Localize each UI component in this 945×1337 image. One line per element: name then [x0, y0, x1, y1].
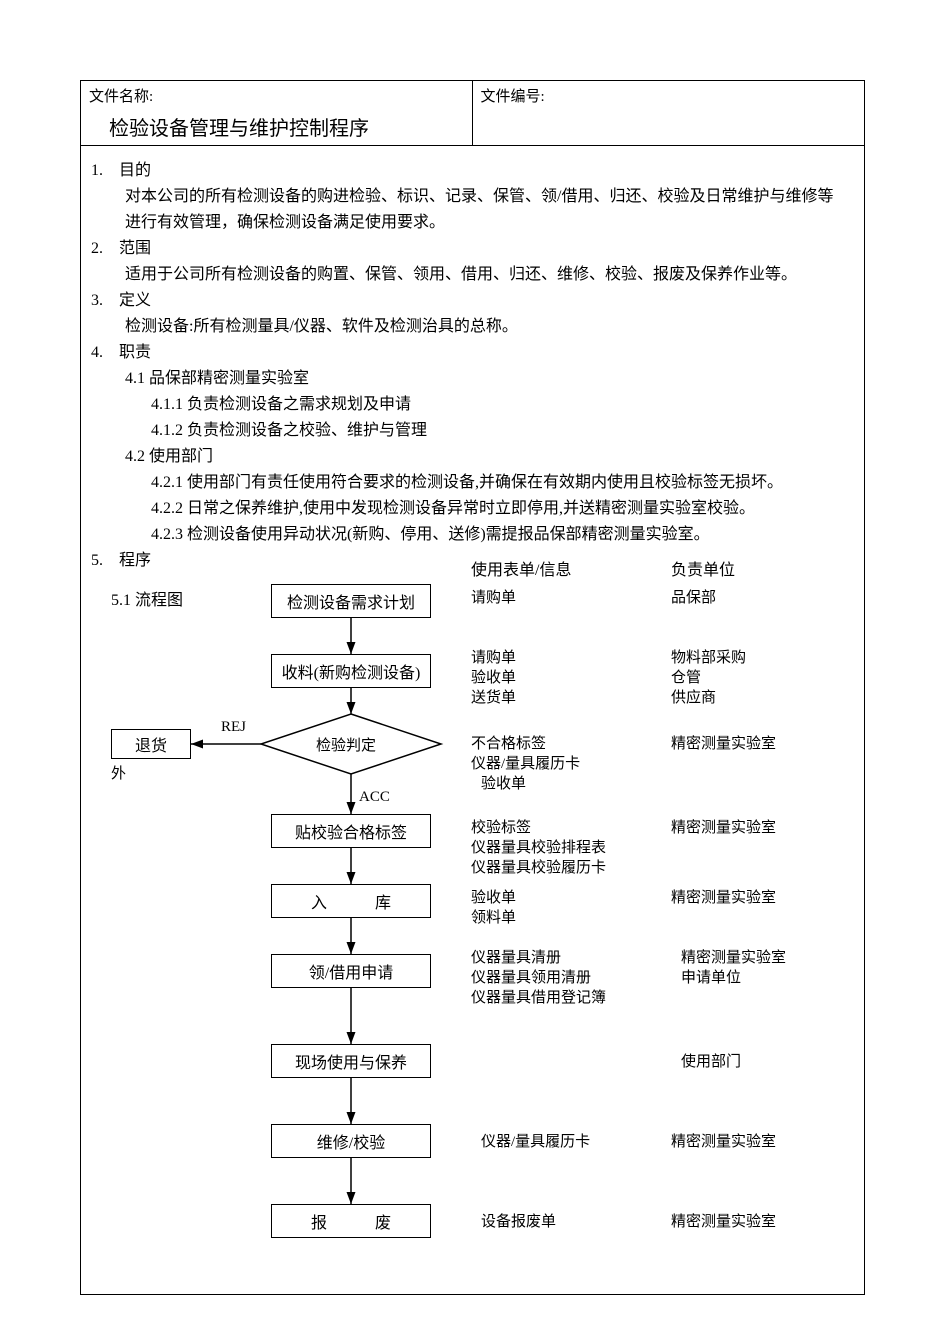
sec411-text: 负责检测设备之需求规划及申请 [187, 396, 411, 413]
r6a-unit: 精密测量实验室 [681, 948, 786, 968]
sec42-text: 使用部门 [149, 448, 213, 465]
sec42: 4.2 使用部门 [125, 442, 854, 466]
sec411-num: 4.1.1 [151, 396, 183, 413]
sec1-p1: 对本公司的所有检测设备的购进检验、标识、记录、保管、领/借用、归还、校验及日常维… [125, 182, 854, 206]
r4c-forms: 仪器量具校验履历卡 [471, 858, 606, 878]
sec422-num: 4.2.2 [151, 500, 183, 517]
r3b-forms: 仪器/量具履历卡 [471, 754, 580, 774]
sec422: 4.2.2 日常之保养维护,使用中发现检测设备异常时立即停用,并送精密测量实验室… [151, 494, 854, 518]
header-name-cell: 文件名称: 检验设备管理与维护控制程序 [81, 81, 473, 145]
flow-rej-label: REJ [221, 719, 246, 736]
sec1-title: 目的 [119, 162, 151, 179]
flowchart: 5.1 流程图 使用表单/信息 负责单位 [91, 574, 854, 1274]
r4b-forms: 仪器量具校验排程表 [471, 838, 606, 858]
sec423: 4.2.3 检测设备使用异动状况(新购、停用、送修)需提报品保部精密测量实验室。 [151, 520, 854, 544]
sec423-num: 4.2.3 [151, 526, 183, 543]
sec42-num: 4.2 [125, 448, 145, 465]
r7-unit: 使用部门 [681, 1052, 741, 1072]
flow-reject-extra: 外 [111, 762, 126, 783]
header-row: 文件名称: 检验设备管理与维护控制程序 文件编号: [81, 81, 864, 146]
r2a-forms: 请购单 [471, 648, 516, 668]
r6b-unit: 申请单位 [681, 968, 741, 988]
sec412-num: 4.1.2 [151, 422, 183, 439]
sec421-num: 4.2.1 [151, 474, 183, 491]
r6a-forms: 仪器量具清册 [471, 948, 561, 968]
flow-b4: 入 库 [271, 884, 431, 918]
sec411: 4.1.1 负责检测设备之需求规划及申请 [151, 390, 854, 414]
sec421: 4.2.1 使用部门有责任使用符合要求的检测设备,并确保在有效期内使用且校验标签… [151, 468, 854, 492]
section-3: 3. 定义 [91, 286, 854, 310]
sec412: 4.1.2 负责检测设备之校验、维护与管理 [151, 416, 854, 440]
flow-decision-label: 检验判定 [316, 734, 376, 755]
sec423-text: 检测设备使用异动状况(新购、停用、送修)需提报品保部精密测量实验室。 [187, 526, 710, 543]
sec5-num: 5. [91, 552, 115, 570]
file-number-label: 文件编号: [481, 85, 857, 106]
r8-unit: 精密测量实验室 [671, 1132, 776, 1152]
sec3-p1: 检测设备:所有检测量具/仪器、软件及检测治具的总称。 [125, 312, 854, 336]
r3c-forms: 验收单 [481, 774, 526, 794]
sec1-num: 1. [91, 162, 115, 180]
flow-b2: 收料(新购检测设备) [271, 654, 431, 688]
r2a-unit: 物料部采购 [671, 648, 746, 668]
flow-b8: 报 废 [271, 1204, 431, 1238]
flow-acc-label: ACC [359, 789, 390, 806]
document-title: 检验设备管理与维护控制程序 [109, 112, 464, 141]
document-frame: 文件名称: 检验设备管理与维护控制程序 文件编号: 1. 目的 对本公司的所有检… [80, 80, 865, 1295]
file-name-label: 文件名称: [89, 85, 464, 106]
r5a-unit: 精密测量实验室 [671, 888, 776, 908]
sec2-p1: 适用于公司所有检测设备的购置、保管、领用、借用、归还、维修、校验、报废及保养作业… [125, 260, 854, 284]
sec41-text: 品保部精密测量实验室 [149, 370, 309, 387]
section-1: 1. 目的 [91, 156, 854, 180]
sec4-title: 职责 [119, 344, 151, 361]
sec422-text: 日常之保养维护,使用中发现检测设备异常时立即停用,并送精密测量实验室校验。 [187, 500, 755, 517]
sec421-text: 使用部门有责任使用符合要求的检测设备,并确保在有效期内使用且校验标签无损坏。 [187, 474, 783, 491]
flow-b1: 检测设备需求计划 [271, 584, 431, 618]
r6c-forms: 仪器量具借用登记簿 [471, 988, 606, 1008]
sec3-num: 3. [91, 292, 115, 310]
sec3-title: 定义 [119, 292, 151, 309]
r2c-forms: 送货单 [471, 688, 516, 708]
section-2: 2. 范围 [91, 234, 854, 258]
page: 文件名称: 检验设备管理与维护控制程序 文件编号: 1. 目的 对本公司的所有检… [0, 0, 945, 1337]
r4a-forms: 校验标签 [471, 818, 531, 838]
r2b-unit: 仓管 [671, 668, 701, 688]
r9-forms: 设备报废单 [481, 1212, 556, 1232]
r2b-forms: 验收单 [471, 668, 516, 688]
document-body: 1. 目的 对本公司的所有检测设备的购进检验、标识、记录、保管、领/借用、归还、… [81, 146, 864, 1294]
r1-forms: 请购单 [471, 588, 516, 608]
r2c-unit: 供应商 [671, 688, 716, 708]
r5a-forms: 验收单 [471, 888, 516, 908]
r6b-forms: 仪器量具领用清册 [471, 968, 591, 988]
flow-b5: 领/借用申请 [271, 954, 431, 988]
r3a-unit: 精密测量实验室 [671, 734, 776, 754]
r1-unit: 品保部 [671, 588, 716, 608]
flow-reject: 退货 [111, 729, 191, 759]
sec41: 4.1 品保部精密测量实验室 [125, 364, 854, 388]
sec2-title: 范围 [119, 240, 151, 257]
sec2-num: 2. [91, 240, 115, 258]
sec1-p2: 进行有效管理，确保检测设备满足使用要求。 [125, 208, 854, 232]
flow-b7: 维修/校验 [271, 1124, 431, 1158]
r3a-forms: 不合格标签 [471, 734, 546, 754]
sec412-text: 负责检测设备之校验、维护与管理 [187, 422, 427, 439]
r5b-forms: 领料单 [471, 908, 516, 928]
section-4: 4. 职责 [91, 338, 854, 362]
sec41-num: 4.1 [125, 370, 145, 387]
sec4-num: 4. [91, 344, 115, 362]
r8-forms: 仪器/量具履历卡 [481, 1132, 590, 1152]
header-number-cell: 文件编号: [473, 81, 865, 145]
flow-b6: 现场使用与保养 [271, 1044, 431, 1078]
r4a-unit: 精密测量实验室 [671, 818, 776, 838]
sec5-title: 程序 [119, 552, 151, 569]
r9-unit: 精密测量实验室 [671, 1212, 776, 1232]
flow-b3: 贴校验合格标签 [271, 814, 431, 848]
